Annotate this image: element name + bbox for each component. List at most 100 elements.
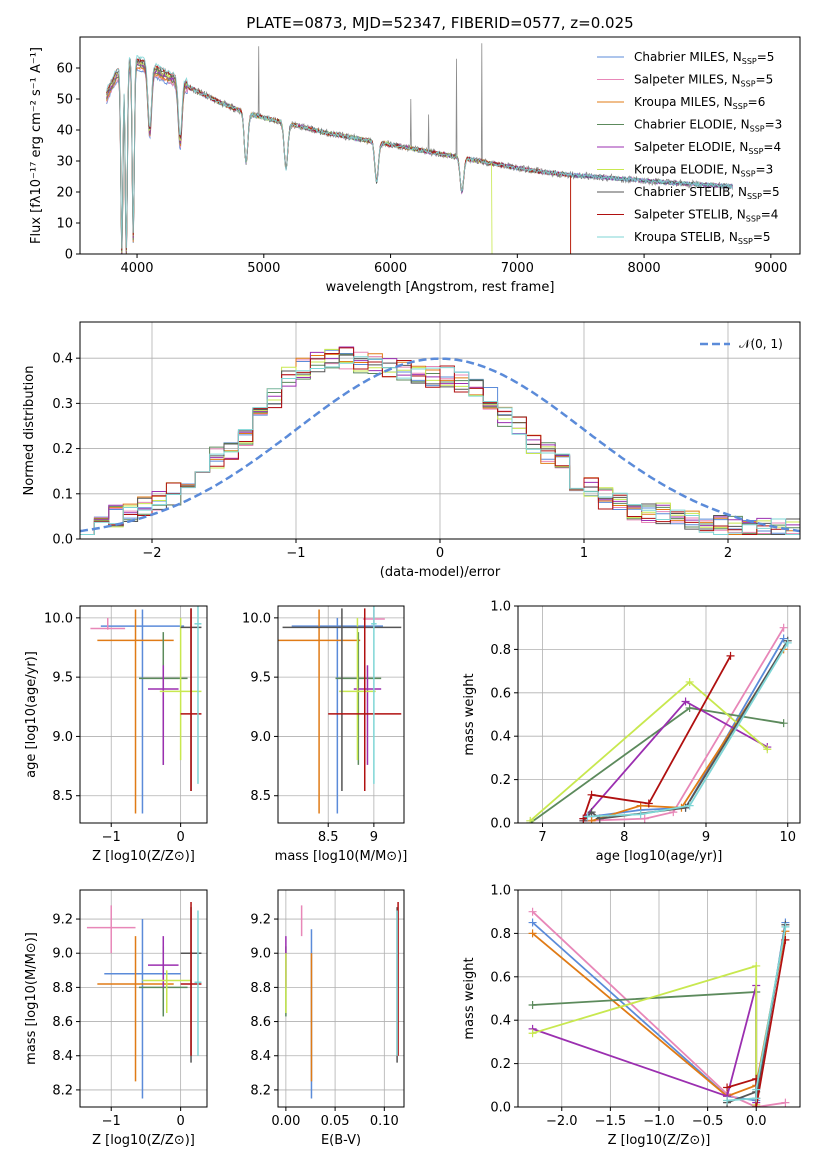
weight-point-marker (779, 623, 788, 632)
y-tick-label: 10.0 (242, 611, 271, 626)
y-tick-label: 8.2 (250, 1083, 271, 1098)
y-tick-label: 9.2 (250, 913, 271, 928)
y-tick-label: 8.8 (52, 981, 73, 996)
y-tick-label: 0.8 (490, 643, 511, 658)
y-tick-label: 8.6 (250, 1015, 271, 1030)
y-tick-label: 9.5 (250, 671, 271, 686)
y-tick-label: 8.4 (250, 1049, 271, 1064)
x-axis-label: wavelength [Angstrom, rest frame] (326, 280, 555, 295)
weight-series-line (587, 642, 789, 818)
x-tick-label: −2.0 (546, 1114, 578, 1129)
x-tick-label: −0.5 (692, 1114, 724, 1129)
y-axis-label: Normed distribution (22, 366, 37, 496)
histogram-series (80, 356, 800, 539)
x-tick-label: −1.0 (643, 1114, 675, 1129)
x-tick-label: 0.0 (746, 1114, 767, 1129)
weight-point-marker (763, 745, 772, 754)
weight-point-marker (587, 808, 596, 817)
weight-point-marker (644, 799, 653, 808)
y-tick-label: 9.0 (250, 730, 271, 745)
weight-series-line (583, 627, 785, 822)
y-tick-label: 9.2 (52, 913, 73, 928)
weight-point-marker (528, 1029, 537, 1038)
x-tick-label: 7 (538, 830, 546, 845)
mass-vs-ebv-axes: 0.00 0.05 0.10 8.2 8.4 8.6 8.8 9.0 9.2 E(B-V) (250, 889, 405, 1148)
y-tick-label: 0.0 (490, 817, 511, 832)
plot-area (285, 901, 399, 1099)
age-vs-mass-axes: 8.5 9 8.5 9.0 9.5 10.0 mass [log10(M/M⊙)] (242, 605, 407, 864)
weight-point-marker (752, 1103, 761, 1107)
x-tick-label: 0 (176, 830, 184, 845)
model-spectrum-line (106, 55, 733, 249)
y-tick-label: 1.0 (490, 884, 511, 899)
x-tick-label: 7000 (501, 261, 534, 276)
x-tick-label: 4000 (120, 261, 153, 276)
y-tick-label: 0.4 (490, 1014, 511, 1029)
weight-point-marker (783, 638, 792, 647)
y-tick-label: 0 (65, 248, 73, 263)
x-axis-label: age [log10(age/yr)] (596, 849, 723, 864)
y-tick-label: 0.1 (52, 487, 73, 502)
y-axis-label: mass [log10(M/M⊙)] (24, 932, 39, 1065)
x-tick-label: −1 (102, 830, 121, 845)
y-tick-label: 0.4 (52, 352, 73, 367)
weight-point-marker (685, 677, 694, 686)
x-tick-label: 10 (779, 830, 796, 845)
y-tick-label: 1.0 (490, 600, 511, 615)
weight-series-line (582, 640, 789, 822)
plot-area (526, 623, 792, 823)
x-tick-label: −1.5 (595, 1114, 627, 1129)
y-tick-label: 0.0 (52, 533, 73, 548)
weight-point-marker (587, 816, 596, 823)
axes-frame (277, 889, 405, 1108)
weight-point-marker (681, 697, 690, 706)
y-tick-label: 9.5 (52, 671, 73, 686)
legend-label: Salpeter STELIB, NSSP=4 (634, 208, 778, 224)
x-tick-label: 9000 (754, 261, 787, 276)
x-tick-label: 0.00 (271, 1114, 300, 1129)
weight-point-marker (685, 703, 694, 712)
age-vs-metallicity-axes: −1 0 8.5 9.0 9.5 10.0 Z [log10(Z/Z⊙)] age [log1… (24, 605, 208, 864)
y-axis-label: mass weight (462, 673, 477, 755)
y-tick-label: 0.4 (490, 730, 511, 745)
y-tick-label: 40 (56, 124, 73, 139)
weight-point-marker (528, 929, 537, 938)
y-tick-label: 10.0 (44, 611, 73, 626)
axes-frame (79, 889, 208, 1108)
weight-point-marker (583, 812, 592, 821)
weight-point-marker (587, 790, 596, 799)
figure-title: PLATE=0873, MJD=52347, FIBERID=0577, z=0… (246, 14, 633, 32)
weight-point-marker (752, 1085, 761, 1094)
y-tick-label: 0.3 (52, 397, 73, 412)
x-tick-label: 8000 (628, 261, 661, 276)
plot-area (106, 43, 734, 254)
x-tick-label: 1 (580, 546, 588, 561)
legend-label: Salpeter ELODIE, NSSP=4 (634, 140, 781, 156)
x-tick-label: 0 (176, 1114, 184, 1129)
weight-vs-metallicity-axes: −2.0 −1.5 −1.0 −0.5 0.0 0.0 0.2 0.4 0.6 0.8 1.0 Z [… (462, 884, 801, 1148)
legend-label: Chabrier MILES, NSSP=5 (634, 50, 774, 66)
x-tick-label: 6000 (374, 261, 407, 276)
y-tick-label: 30 (56, 155, 73, 170)
weight-point-marker (579, 814, 588, 823)
plot-area (278, 606, 402, 814)
x-axis-label: E(B-V) (321, 1133, 361, 1148)
y-tick-label: 10 (56, 217, 73, 232)
y-tick-label: 8.6 (52, 1015, 73, 1030)
x-tick-label: 8.5 (318, 830, 339, 845)
y-tick-label: 8.5 (250, 789, 271, 804)
model-spectrum-line (106, 58, 733, 252)
weight-point-marker (723, 1096, 732, 1105)
y-axis-label: Flux [fλ10⁻¹⁷ erg cm⁻² s⁻¹ A⁻¹] (29, 47, 44, 244)
axes-frame (79, 36, 801, 255)
weight-point-marker (528, 918, 537, 927)
axes-frame (517, 605, 801, 824)
weight-point-marker (640, 814, 649, 823)
x-axis-label: Z [log10(Z/Z⊙)] (92, 849, 195, 864)
y-tick-label: 0.2 (52, 442, 73, 457)
legend-label: Chabrier ELODIE, NSSP=3 (634, 118, 782, 134)
weight-point-marker (779, 634, 788, 643)
weight-point-marker (685, 801, 694, 810)
x-tick-label: 0 (436, 546, 444, 561)
